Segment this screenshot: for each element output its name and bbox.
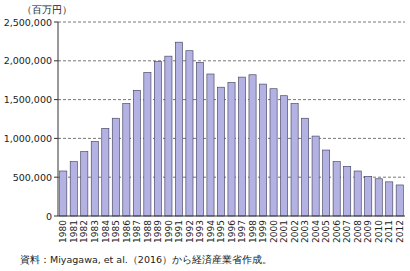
bar (175, 42, 182, 216)
x-tick-label: 1993 (195, 220, 205, 243)
x-tick-label: 1980 (58, 220, 68, 243)
chart: （百万円） 0 500,000 1,000,000 1,500,000 2,000,000… (0, 0, 410, 271)
y-tick-label: 2,000,000 (4, 55, 52, 66)
y-tick-label: 1,000,000 (4, 133, 52, 144)
bar (259, 84, 266, 216)
grid-line (58, 22, 405, 23)
bar (81, 152, 88, 216)
x-tick-label: 2002 (290, 220, 300, 243)
bar (354, 171, 361, 216)
x-tick-label: 2008 (353, 220, 363, 243)
bar (154, 62, 161, 216)
bar (70, 162, 77, 216)
y-tick (54, 22, 58, 23)
x-tick-label: 1997 (237, 220, 247, 243)
y-tick (54, 99, 58, 100)
bar (133, 90, 140, 216)
bar (365, 176, 372, 216)
x-tick-label: 1982 (79, 220, 89, 243)
bar (270, 89, 277, 216)
x-tick-label: 1989 (153, 220, 163, 243)
y-tick (54, 138, 58, 139)
bar (217, 87, 224, 216)
y-tick-label: 1,500,000 (4, 94, 52, 105)
grid-line (58, 60, 405, 61)
x-tick-label: 2005 (321, 220, 331, 243)
x-tick-label: 2007 (342, 220, 352, 243)
bar (102, 128, 109, 216)
y-axis (58, 22, 59, 216)
bar (375, 179, 382, 216)
x-tick-label: 1985 (111, 220, 121, 243)
x-tick-label: 2004 (311, 220, 321, 243)
bar (249, 75, 256, 216)
x-tick-label: 2000 (269, 220, 279, 243)
x-tick-label: 1981 (69, 220, 79, 243)
x-tick-label: 1986 (122, 220, 132, 243)
bar (186, 51, 193, 216)
bar (112, 118, 119, 216)
x-axis (58, 216, 405, 217)
x-tick-label: 2010 (374, 220, 384, 243)
y-tick-label: 500,000 (13, 172, 52, 183)
x-tick-label: 1988 (143, 220, 153, 243)
source-note: 資料：Miyagawa, et al.（2016）から経済産業省作成。 (20, 254, 272, 265)
bar (386, 182, 393, 216)
x-tick-label: 1994 (206, 220, 216, 243)
bar (123, 103, 130, 216)
bar (60, 171, 67, 216)
bar (91, 142, 98, 216)
bar (333, 162, 340, 216)
x-tick-label: 1991 (174, 220, 184, 243)
y-tick (54, 60, 58, 61)
x-tick-label: 1987 (132, 220, 142, 243)
bar (396, 185, 403, 216)
x-tick-label: 1999 (258, 220, 268, 243)
x-tick-label: 1984 (101, 220, 111, 243)
bar (238, 77, 245, 216)
bar (228, 83, 235, 216)
x-tick-label: 2001 (279, 220, 289, 243)
x-tick-label: 1995 (216, 220, 226, 243)
y-axis-label: （百万円） (22, 4, 72, 15)
bar (344, 166, 351, 216)
bar (291, 103, 298, 216)
x-tick-label: 1983 (90, 220, 100, 243)
bar (207, 74, 214, 216)
x-tick-label: 1998 (248, 220, 258, 243)
x-tick-label: 2003 (300, 220, 310, 243)
bar (165, 56, 172, 216)
x-tick-label: 1990 (164, 220, 174, 243)
x-tick-label: 1992 (185, 220, 195, 243)
bar (281, 96, 288, 216)
bar (312, 136, 319, 216)
x-tick-label: 2012 (395, 220, 405, 243)
x-tick-label: 2006 (332, 220, 342, 243)
x-tick-label: 2009 (363, 220, 373, 243)
x-tick-label: 2011 (384, 220, 394, 243)
y-tick (54, 177, 58, 178)
y-tick (54, 216, 58, 217)
bar (196, 62, 203, 216)
bar (302, 118, 309, 216)
bar (323, 150, 330, 216)
bar (144, 72, 151, 216)
x-tick-label: 1996 (227, 220, 237, 243)
y-tick-label: 0 (46, 211, 52, 222)
y-tick-label: 2,500,000 (4, 17, 52, 28)
